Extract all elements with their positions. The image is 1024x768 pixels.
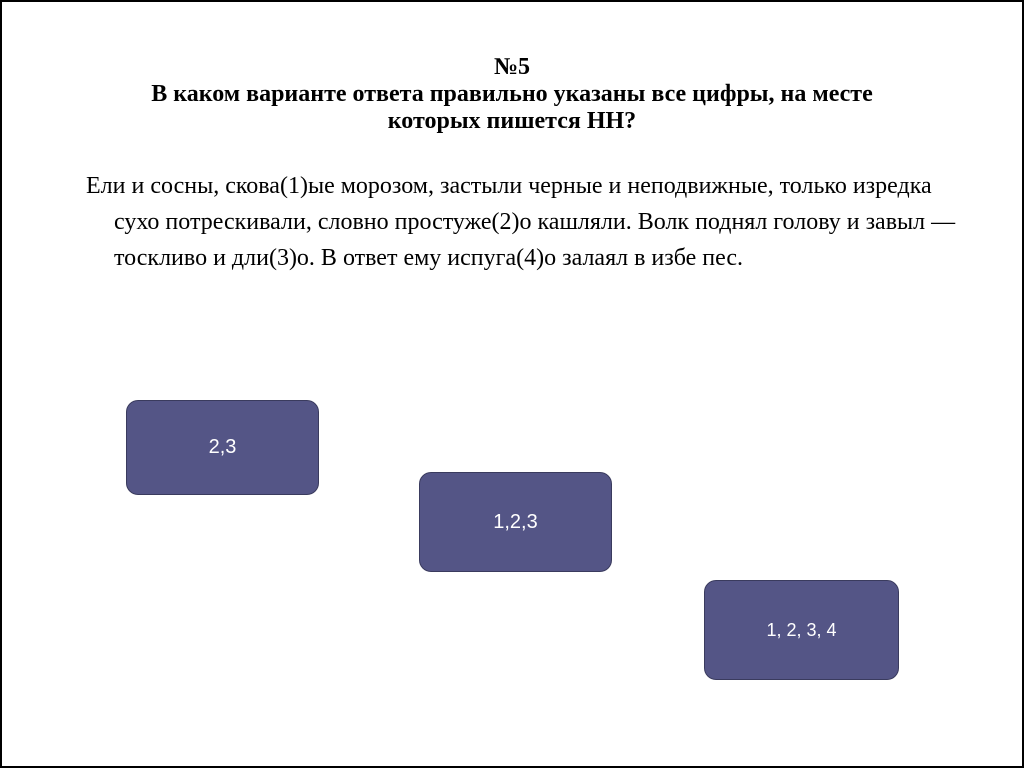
- question-body: Ели и сосны, скова(1)ые морозом, застыли…: [86, 168, 974, 276]
- question-number: №5: [102, 54, 922, 81]
- question-title-line1: В каком варианте ответа правильно указан…: [102, 81, 922, 108]
- answer-option-2[interactable]: 1,2,3: [419, 472, 612, 572]
- question-title-line2: которых пишется НН?: [102, 108, 922, 135]
- answer-option-3-label: 1, 2, 3, 4: [766, 620, 836, 641]
- question-title: №5 В каком варианте ответа правильно ука…: [102, 54, 922, 135]
- answer-option-1-label: 2,3: [209, 436, 237, 459]
- answer-option-3[interactable]: 1, 2, 3, 4: [704, 580, 899, 680]
- answer-option-1[interactable]: 2,3: [126, 400, 319, 495]
- slide: №5 В каком варианте ответа правильно ука…: [0, 0, 1024, 768]
- answer-option-2-label: 1,2,3: [493, 511, 537, 534]
